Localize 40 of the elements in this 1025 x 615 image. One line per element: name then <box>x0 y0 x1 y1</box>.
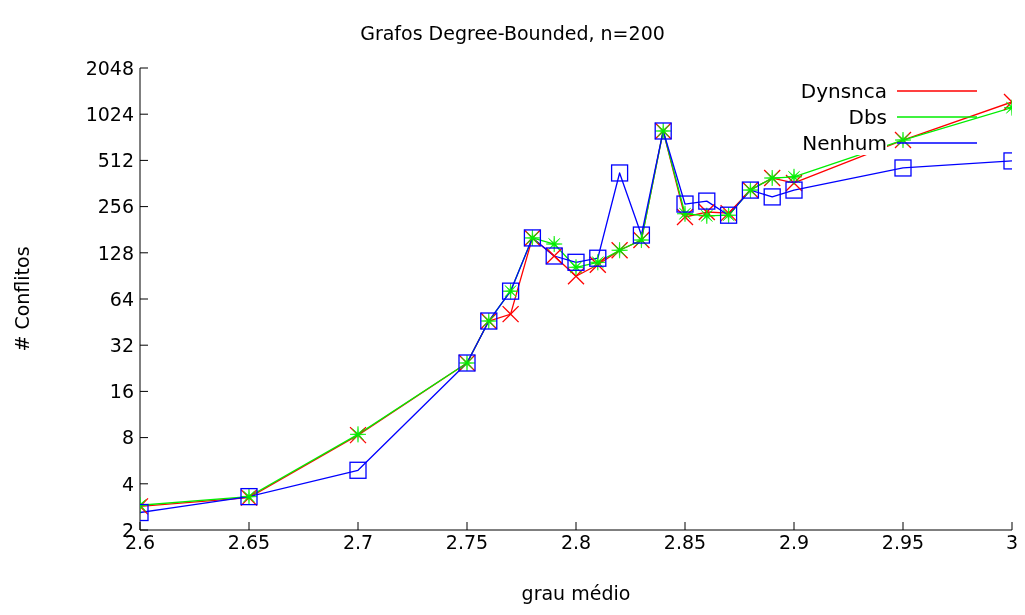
x-tick-label: 2.85 <box>663 531 707 554</box>
y-tick-label: 256 <box>97 195 134 218</box>
point <box>894 159 912 177</box>
y-tick-label: 32 <box>109 333 134 356</box>
point <box>589 249 607 267</box>
point <box>785 174 803 192</box>
point <box>610 164 629 182</box>
y-tick-label: 128 <box>97 241 134 264</box>
point <box>763 188 781 206</box>
y-tick-label: 4 <box>121 472 134 495</box>
legend-label: Dynsnca <box>800 79 887 103</box>
y-axis-title: # Conflitos <box>10 246 33 352</box>
x-tick-label: 2.75 <box>445 531 489 554</box>
y-tick-label: 16 <box>109 380 134 403</box>
x-tick-label: 2.95 <box>881 531 925 554</box>
chart-title: Grafos Degree-Bounded, n=200 <box>359 22 666 44</box>
y-tick-label: 8 <box>121 426 134 449</box>
y-tick-label: 2048 <box>85 56 134 79</box>
y-tick-label: 64 <box>109 287 134 310</box>
x-tick-label: 2.8 <box>560 531 592 554</box>
point <box>785 181 803 199</box>
x-tick-label: 3 <box>1005 531 1019 554</box>
x-axis-title: grau médio <box>521 582 631 604</box>
point <box>632 226 651 244</box>
x-tick-label: 2.65 <box>227 531 271 554</box>
x-tick-label: 2.9 <box>778 531 810 554</box>
legend-label: Nenhum <box>802 131 887 155</box>
point <box>567 267 585 285</box>
y-tick-label: 1024 <box>85 102 134 125</box>
x-tick-label: 2.7 <box>342 531 374 554</box>
point <box>676 195 694 213</box>
point <box>698 207 716 225</box>
point <box>567 253 585 271</box>
point <box>349 461 367 479</box>
legend-label: Dbs <box>848 105 887 129</box>
y-tick-label: 512 <box>97 149 134 172</box>
point <box>567 258 585 276</box>
point <box>501 305 520 323</box>
point <box>698 192 716 210</box>
point <box>698 203 716 221</box>
